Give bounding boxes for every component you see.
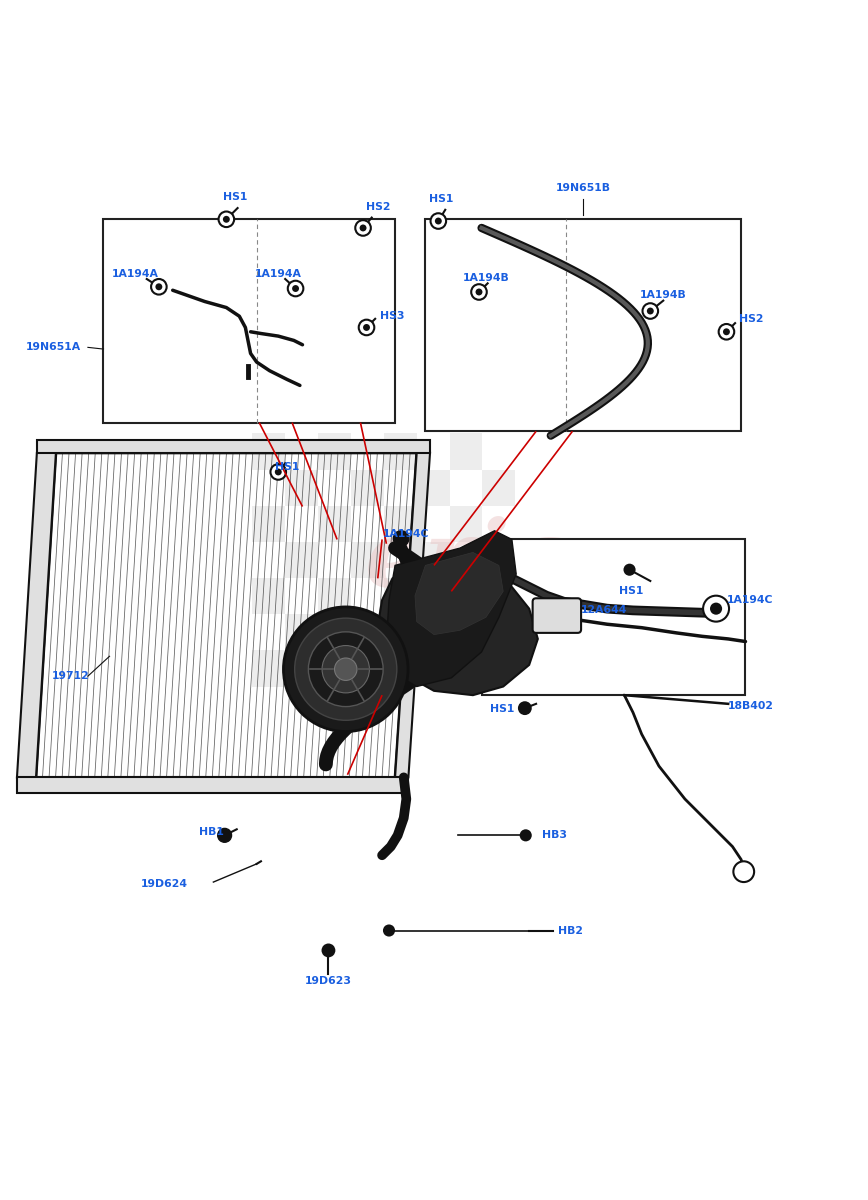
Circle shape [218,828,232,842]
Circle shape [435,217,442,224]
Bar [318,578,351,614]
Text: HS2: HS2 [739,314,763,324]
Text: 19N651A: 19N651A [26,342,81,353]
Bar [253,578,286,614]
Circle shape [321,943,335,958]
Text: HB1: HB1 [199,827,224,836]
Text: HS1: HS1 [429,193,453,204]
Polygon shape [17,778,408,793]
Bar [384,650,417,686]
Circle shape [293,286,299,292]
Text: HB3: HB3 [542,830,567,840]
Bar [286,614,318,650]
Circle shape [288,281,303,296]
Circle shape [275,468,282,475]
Circle shape [359,224,366,232]
Text: 1A194B: 1A194B [640,290,687,300]
Circle shape [358,319,374,335]
Text: 1A194A: 1A194A [255,269,302,278]
Text: 1A194B: 1A194B [463,274,510,283]
Circle shape [363,324,370,331]
Circle shape [155,283,162,290]
Bar [450,578,483,614]
Text: HB2: HB2 [558,925,582,936]
Bar [417,542,450,578]
Bar [417,614,450,650]
Bar [253,650,286,686]
Text: 19D624: 19D624 [141,878,187,889]
Text: 19D623: 19D623 [305,977,352,986]
Polygon shape [378,562,538,695]
Bar [384,505,417,542]
Text: 1A194C: 1A194C [727,595,773,605]
Text: HS1: HS1 [223,192,247,202]
Bar [450,650,483,686]
Polygon shape [386,530,516,686]
Bar [425,220,741,431]
Circle shape [431,214,446,229]
Bar [482,540,746,695]
Text: 18B402: 18B402 [728,701,774,710]
Circle shape [623,564,635,576]
Bar [318,650,351,686]
Bar [318,505,351,542]
Bar [450,505,483,542]
Circle shape [308,632,383,707]
Text: HS1: HS1 [490,704,515,714]
Bar [384,578,417,614]
Circle shape [710,602,722,614]
Bar [253,433,286,469]
Bar [417,469,450,505]
Text: 1A194A: 1A194A [112,269,159,278]
Bar [253,505,286,542]
FancyBboxPatch shape [533,599,581,632]
Bar [286,542,318,578]
Bar [483,614,516,650]
Circle shape [355,220,371,235]
Polygon shape [395,452,430,778]
Circle shape [733,862,754,882]
Circle shape [219,211,234,227]
Text: HS1: HS1 [275,462,299,472]
Bar [483,542,516,578]
Bar [318,433,351,469]
Circle shape [642,304,658,319]
Bar [351,542,384,578]
Circle shape [284,607,408,732]
Polygon shape [415,552,503,635]
Text: 19N651B: 19N651B [556,184,610,193]
Bar [483,469,516,505]
Circle shape [271,464,286,480]
Circle shape [223,216,230,223]
Bar [103,220,395,422]
Circle shape [647,307,654,314]
Bar [286,469,318,505]
Polygon shape [17,452,56,778]
Bar [351,469,384,505]
Circle shape [393,530,409,546]
Circle shape [334,658,357,680]
Text: 12A644: 12A644 [582,605,628,616]
Circle shape [471,284,487,300]
Text: HS3: HS3 [380,311,404,322]
Circle shape [322,646,370,692]
Text: HS1: HS1 [619,586,643,596]
Circle shape [520,829,532,841]
Bar [384,433,417,469]
Bar [450,433,483,469]
Circle shape [151,280,167,294]
Bar [351,614,384,650]
Circle shape [703,595,729,622]
Polygon shape [36,440,430,452]
Circle shape [294,618,397,720]
Circle shape [383,924,395,936]
Text: eria: eria [365,516,572,606]
Text: HS2: HS2 [365,203,390,212]
Circle shape [719,324,734,340]
Text: 19712: 19712 [51,671,89,682]
Circle shape [518,701,532,715]
Circle shape [476,288,483,295]
Circle shape [723,329,730,335]
Text: 1A194C: 1A194C [383,529,430,539]
